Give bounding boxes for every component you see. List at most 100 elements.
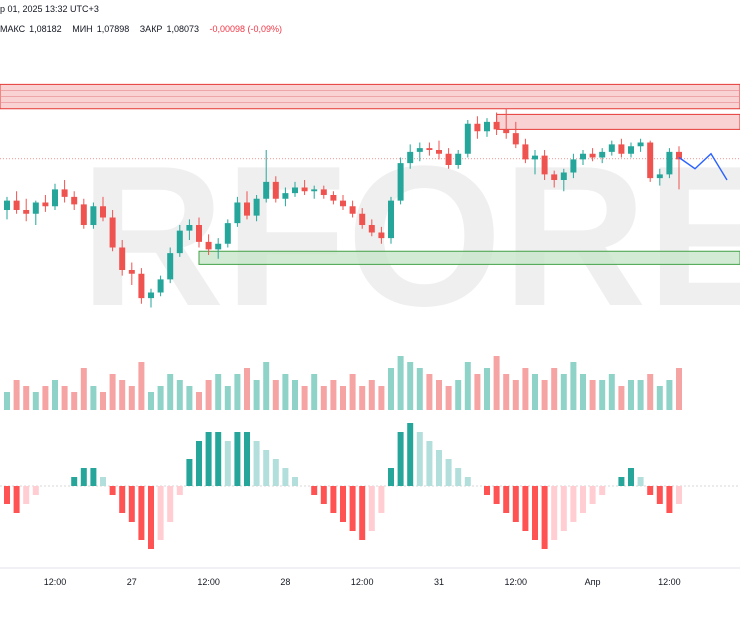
volume-bar: [666, 380, 673, 410]
volume-bar: [551, 368, 558, 410]
candle-body: [512, 133, 519, 145]
candle-body: [80, 204, 87, 225]
volume-bar: [4, 392, 10, 410]
candle-body: [397, 163, 404, 201]
volume-bar: [474, 374, 481, 410]
candle-body: [90, 206, 97, 225]
candle-body: [301, 187, 308, 192]
ohlc-high: МАКС 1,08182: [0, 24, 62, 34]
candle-body: [474, 123, 481, 132]
volume-bar: [186, 386, 193, 410]
candle-body: [42, 202, 49, 207]
candle-body: [484, 121, 490, 132]
volume-bar: [224, 386, 231, 410]
candle-body: [388, 200, 394, 239]
histogram-bar: [637, 477, 644, 486]
histogram-bar: [426, 441, 433, 486]
candle-body: [445, 153, 452, 165]
volume-bar: [61, 386, 68, 410]
volume-bar: [100, 392, 106, 410]
volume-bar: [340, 386, 346, 410]
volume-bar: [407, 362, 414, 410]
histogram-bar: [522, 486, 529, 531]
candle-body: [311, 189, 318, 192]
candle-body: [263, 181, 270, 199]
candle-body: [656, 174, 663, 179]
histogram-bar: [263, 450, 270, 486]
candle-body: [570, 159, 577, 173]
candle-body: [157, 279, 164, 293]
histogram-bar: [570, 486, 577, 522]
volume-bar: [484, 368, 490, 410]
histogram-bar: [656, 486, 663, 504]
volume-bar: [167, 374, 174, 410]
volume-bar: [503, 374, 510, 410]
volume-bar: [599, 380, 606, 410]
volume-bar: [397, 356, 404, 410]
histogram-bar: [80, 468, 87, 486]
histogram-bar: [320, 486, 327, 504]
candle-body: [176, 230, 183, 254]
histogram-bar: [580, 486, 586, 513]
x-tick-label: 12:00: [197, 577, 220, 587]
histogram-bar: [560, 486, 567, 531]
x-tick-label: 12:00: [658, 577, 681, 587]
histogram-bar: [23, 486, 30, 504]
volume-bar: [359, 386, 366, 410]
histogram-bar: [253, 441, 260, 486]
ohlc-close: ЗАКР 1,08073: [139, 24, 199, 34]
candle-body: [503, 129, 510, 134]
volume-bar: [416, 368, 423, 410]
candle-body: [522, 144, 529, 160]
volume-bar: [676, 368, 682, 410]
histogram-bar: [311, 486, 318, 495]
histogram-bar: [234, 432, 241, 486]
x-tick-label: Апр: [585, 577, 601, 587]
volume-bar: [445, 386, 452, 410]
support-zone: [198, 250, 740, 265]
candle-body: [666, 151, 673, 175]
histogram-bar: [205, 432, 212, 486]
candle-body: [340, 200, 346, 207]
histogram-bar: [128, 486, 135, 522]
histogram-bar: [167, 486, 174, 522]
x-tick-label: 12:00: [44, 577, 67, 587]
histogram-bar: [388, 468, 394, 486]
volume-bar: [368, 380, 375, 410]
histogram-bar: [532, 486, 538, 540]
histogram-bar: [676, 486, 682, 504]
volume-bar: [637, 380, 644, 410]
histogram-bar: [282, 468, 289, 486]
candle-body: [138, 273, 145, 299]
candle-body: [628, 146, 634, 154]
volume-bar: [349, 374, 356, 410]
candle-body: [551, 174, 558, 180]
volume-bar: [580, 374, 586, 410]
candle-body: [167, 253, 174, 280]
candle-body: [282, 193, 289, 199]
candle-body: [464, 123, 471, 154]
histogram-bar: [599, 486, 606, 495]
histogram-bar: [148, 486, 154, 549]
volume-bar: [52, 380, 58, 410]
histogram-bar: [503, 486, 510, 513]
candle-body: [23, 210, 30, 214]
candle-body: [541, 155, 548, 175]
volume-bar: [253, 380, 260, 410]
candle-body: [186, 225, 193, 231]
volume-bar: [532, 374, 538, 410]
volume-bar: [205, 380, 212, 410]
candle-body: [599, 151, 606, 158]
candle-body: [647, 142, 654, 179]
volume-bar: [320, 386, 327, 410]
volume-bar: [292, 380, 298, 410]
histogram-bar: [186, 459, 193, 486]
volume-bar: [301, 386, 308, 410]
volume-bar: [608, 374, 615, 410]
volume-bar: [196, 392, 202, 410]
candle-body: [416, 148, 423, 152]
candle-body: [320, 189, 327, 195]
candle-body: [378, 232, 385, 239]
candle-body: [215, 243, 222, 250]
